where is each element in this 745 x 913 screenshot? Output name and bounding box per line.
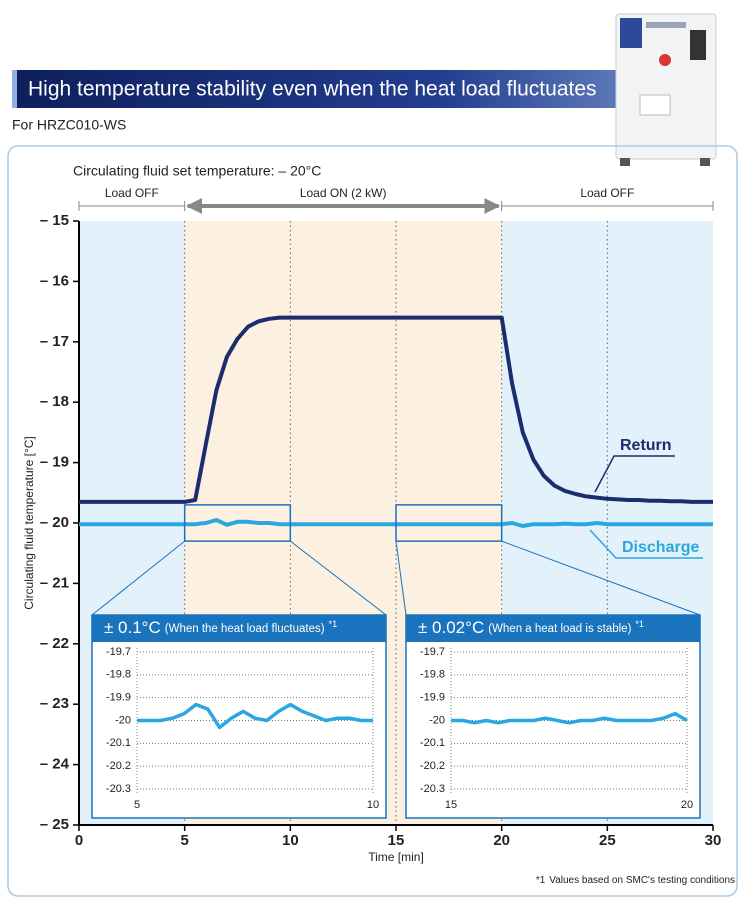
y-tick-label: – 22 [40,635,69,652]
x-tick-label: 15 [445,799,457,811]
x-tick-label: 30 [705,832,722,849]
y-tick-label: -20.2 [420,760,445,772]
y-tick-label: – 17 [40,333,69,350]
y-tick-label: -20.1 [420,737,445,749]
x-tick-label: 10 [282,832,299,849]
inset-footnote-mark: *1 [329,619,338,629]
zoom-connector [395,541,407,616]
legend-label: Discharge [622,539,699,556]
region-label: Load OFF [105,186,159,200]
zoom-frame [183,504,292,542]
y-tick-label: -20.2 [106,760,131,772]
inset-title: ± 0.02°C (When a heat load is stable) *1 [418,618,644,637]
y-tick-label: -19.8 [420,669,445,681]
legend-label: Return [620,437,672,454]
legend-leader [594,455,675,493]
banner-accent [12,70,17,108]
inset-footnote-mark: *1 [635,619,644,629]
y-tick-label: – 19 [40,454,69,471]
x-tick-label: 15 [388,832,405,849]
y-tick-label: -19.8 [106,669,131,681]
footnote-mark: *1 [536,875,546,886]
chart-frame [7,145,738,897]
y-axis-label: Circulating fluid temperature [°C] [22,436,36,610]
y-tick-label: – 15 [40,212,69,229]
inset-title-main: ± 0.02°C [418,618,484,637]
y-tick-label: – 21 [40,574,69,591]
x-tick-label: 5 [134,799,140,811]
x-tick-label: 25 [599,832,616,849]
y-tick-label: -19.7 [106,646,131,658]
y-tick-label: -20.1 [106,737,131,749]
page-subtitle: For HRZC010-WS [12,117,126,133]
y-tick-label: -19.9 [106,692,131,704]
inset-title-note: (When a heat load is stable) [488,623,631,635]
banner [12,70,622,108]
footnote-text: Values based on SMC's testing conditions [549,875,735,886]
y-tick-label: -19.9 [420,692,445,704]
chart-subtitle: Circulating fluid set temperature: – 20°… [73,163,321,179]
series-line [137,702,373,730]
zoom-connector [290,540,387,616]
x-tick-label: 20 [681,799,693,811]
y-tick-label: – 23 [40,695,69,712]
page-title: High temperature stability even when the… [28,78,597,101]
x-tick-label: 0 [75,832,83,849]
zoom-connector [501,540,701,616]
inset-box [405,614,701,819]
zoom-frame [395,504,503,542]
x-tick-label: 20 [493,832,510,849]
inset-header [92,615,386,642]
product-image [615,13,717,166]
inset-title: ± 0.1°C (When the heat load fluctuates) *1 [104,618,337,637]
region-label: Load ON (2 kW) [300,186,387,200]
y-tick-label: -20 [429,714,445,726]
inset-box [91,614,387,819]
y-tick-label: – 20 [40,514,69,531]
inset-title-main: ± 0.1°C [104,618,161,637]
y-tick-label: – 16 [40,272,69,289]
footnote: *1 Values based on SMC's testing conditio… [536,875,735,886]
y-tick-label: – 18 [40,393,69,410]
y-tick-label: – 24 [40,756,70,773]
y-tick-label: -20.3 [420,783,445,795]
x-axis-label: Time [min] [368,850,424,864]
series-line [451,711,688,725]
legend-leader [589,529,703,559]
inset-header [406,615,700,642]
x-tick-label: 5 [180,832,188,849]
x-tick-label: 10 [367,799,379,811]
inset-title-note: (When the heat load fluctuates) [165,623,325,635]
y-tick-label: -20 [115,714,131,726]
y-tick-label: – 25 [40,816,69,833]
series-line [79,315,713,504]
zoom-connector [91,540,185,616]
y-tick-label: -19.7 [420,646,445,658]
region-label: Load OFF [580,186,634,200]
y-tick-label: -20.3 [106,783,131,795]
